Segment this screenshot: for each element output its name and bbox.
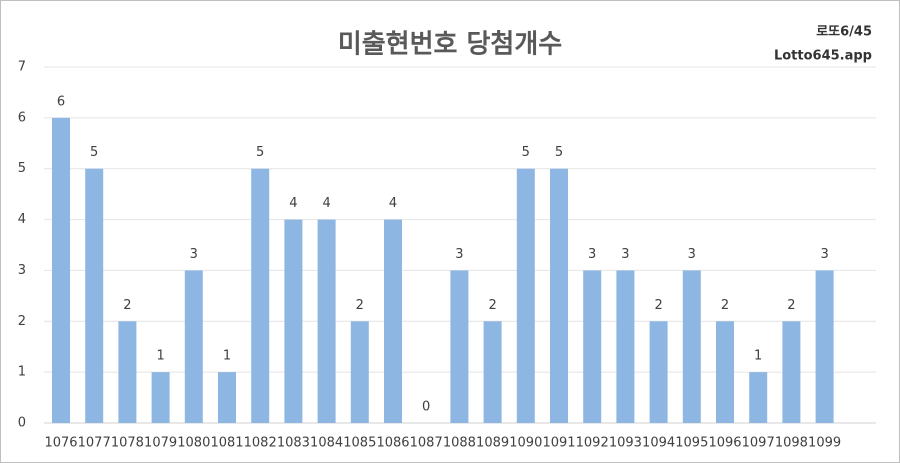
value-label: 1 <box>754 349 762 364</box>
bar <box>118 321 137 423</box>
bar <box>616 270 635 423</box>
y-tick-label: 5 <box>18 161 26 176</box>
value-label: 4 <box>389 196 397 211</box>
corner-text: Lotto645.app <box>774 49 872 64</box>
bar <box>317 219 336 423</box>
x-tick-label: 1083 <box>277 436 310 451</box>
bar <box>218 372 236 423</box>
x-tick-label: 1088 <box>443 436 476 451</box>
value-label: 5 <box>90 145 98 160</box>
bar <box>85 168 104 423</box>
x-tick-label: 1085 <box>343 436 376 451</box>
x-tick-label: 1082 <box>244 436 277 451</box>
x-tick-label: 1086 <box>376 436 409 451</box>
bar <box>583 270 602 423</box>
value-label: 1 <box>156 349 164 364</box>
value-label: 2 <box>787 298 795 313</box>
value-label: 3 <box>588 247 596 262</box>
x-tick-label: 1090 <box>509 436 542 451</box>
x-tick-label: 1097 <box>742 436 775 451</box>
bar <box>251 168 270 423</box>
value-label: 1 <box>223 349 231 364</box>
x-tick-label: 1081 <box>210 436 243 451</box>
value-label: 2 <box>654 298 662 313</box>
value-label: 5 <box>555 145 563 160</box>
bar <box>782 321 801 423</box>
value-label: 0 <box>422 400 430 415</box>
y-tick-label: 7 <box>18 60 26 75</box>
value-label: 2 <box>123 298 131 313</box>
value-label: 4 <box>289 196 297 211</box>
x-tick-label: 1080 <box>177 436 210 451</box>
bar <box>151 372 170 423</box>
value-label: 5 <box>522 145 530 160</box>
value-label: 3 <box>455 247 463 262</box>
x-tick-label: 1092 <box>576 436 609 451</box>
bar <box>649 321 668 423</box>
bar <box>450 270 469 423</box>
value-label: 6 <box>57 94 65 109</box>
bar <box>550 168 568 423</box>
y-tick-label: 2 <box>18 314 26 329</box>
x-tick-label: 1076 <box>44 436 77 451</box>
y-tick-label: 4 <box>18 212 26 227</box>
value-label: 2 <box>356 298 364 313</box>
bar <box>516 168 535 423</box>
bar <box>483 321 502 423</box>
bar <box>682 270 701 423</box>
value-label: 2 <box>721 298 729 313</box>
y-tick-label: 3 <box>18 263 26 278</box>
x-tick-label: 1084 <box>310 436 343 451</box>
value-label: 3 <box>190 247 198 262</box>
x-tick-label: 1095 <box>675 436 708 451</box>
bar <box>184 270 203 423</box>
x-tick-label: 1077 <box>78 436 111 451</box>
y-tick-label: 0 <box>18 416 26 431</box>
x-tick-label: 1093 <box>609 436 642 451</box>
bar <box>52 117 70 423</box>
x-tick-label: 1091 <box>542 436 575 451</box>
y-tick-label: 6 <box>18 110 26 125</box>
value-label: 3 <box>621 247 629 262</box>
value-label: 3 <box>820 247 828 262</box>
y-tick-label: 1 <box>18 365 26 380</box>
bar <box>350 321 369 423</box>
value-label: 3 <box>688 247 696 262</box>
bar <box>284 219 303 423</box>
x-tick-label: 1099 <box>808 436 841 451</box>
x-tick-label: 1098 <box>775 436 808 451</box>
x-tick-label: 1079 <box>144 436 177 451</box>
x-tick-label: 1094 <box>642 436 675 451</box>
x-tick-label: 1096 <box>708 436 741 451</box>
bar <box>716 321 734 423</box>
bar <box>815 270 834 423</box>
bar <box>384 219 402 423</box>
x-tick-label: 1089 <box>476 436 509 451</box>
chart-title: 미출현번호 당첨개수 <box>338 30 562 60</box>
bar <box>749 372 768 423</box>
x-tick-label: 1078 <box>111 436 144 451</box>
value-label: 4 <box>322 196 330 211</box>
value-label: 2 <box>488 298 496 313</box>
x-tick-label: 1087 <box>410 436 443 451</box>
corner-text: 로또6/45 <box>816 25 872 40</box>
value-label: 5 <box>256 145 264 160</box>
